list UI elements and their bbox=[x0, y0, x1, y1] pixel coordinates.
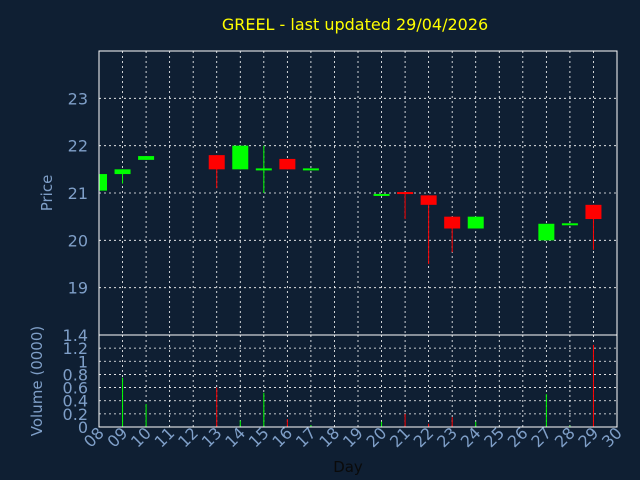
candle-body bbox=[397, 192, 414, 195]
volume-tick-label: 1.2 bbox=[63, 339, 88, 358]
candle-body bbox=[114, 169, 131, 175]
candle-body bbox=[208, 155, 225, 170]
x-tick-label: 30 bbox=[598, 423, 626, 451]
volume-tick-label: 0 bbox=[78, 418, 88, 437]
x-axis-label: Day bbox=[333, 458, 363, 476]
candle-body bbox=[302, 168, 319, 171]
candle-body bbox=[561, 223, 578, 226]
candle-body bbox=[279, 158, 296, 170]
volume-grid bbox=[99, 335, 617, 427]
price-tick-label: 23 bbox=[68, 89, 88, 108]
candle-body bbox=[444, 216, 461, 229]
price-tick-label: 19 bbox=[68, 279, 88, 298]
price-tick-label: 20 bbox=[68, 231, 88, 250]
candle-body bbox=[585, 204, 602, 220]
volume-tick-label: 0.8 bbox=[63, 365, 88, 384]
candle-body bbox=[420, 195, 437, 205]
volume-bars bbox=[122, 344, 594, 427]
x-tick-labels: 0809101112131415161718192021222324252627… bbox=[80, 423, 626, 451]
price-tick-labels: 19 20 21 22 23 bbox=[68, 89, 88, 297]
volume-axis-label: Volume (0000) bbox=[28, 326, 46, 436]
candle-body bbox=[232, 145, 249, 170]
candle-body bbox=[467, 216, 484, 229]
price-candles bbox=[98, 145, 602, 264]
volume-tick-labels: 00.20.40.60.811.21.4 bbox=[63, 326, 88, 437]
candle-body bbox=[138, 156, 155, 160]
price-axis-label: Price bbox=[38, 175, 56, 212]
volume-plot-frame bbox=[98, 334, 618, 428]
volume-tick-label: 0.4 bbox=[63, 392, 88, 411]
candle-body bbox=[373, 193, 390, 196]
candle-body bbox=[538, 223, 555, 241]
chart-title: GREEL - last updated 29/04/2026 bbox=[222, 15, 488, 34]
price-tick-label: 21 bbox=[68, 184, 88, 203]
candle-body bbox=[99, 174, 107, 191]
volume-tick-label: 0.6 bbox=[63, 379, 88, 398]
volume-tick-label: 0.2 bbox=[63, 405, 88, 424]
price-grid bbox=[99, 51, 617, 335]
volume-tick-label: 1.4 bbox=[63, 326, 88, 345]
price-tick-label: 22 bbox=[68, 137, 88, 156]
candle-body bbox=[255, 168, 272, 171]
volume-tick-label: 1 bbox=[78, 352, 88, 371]
